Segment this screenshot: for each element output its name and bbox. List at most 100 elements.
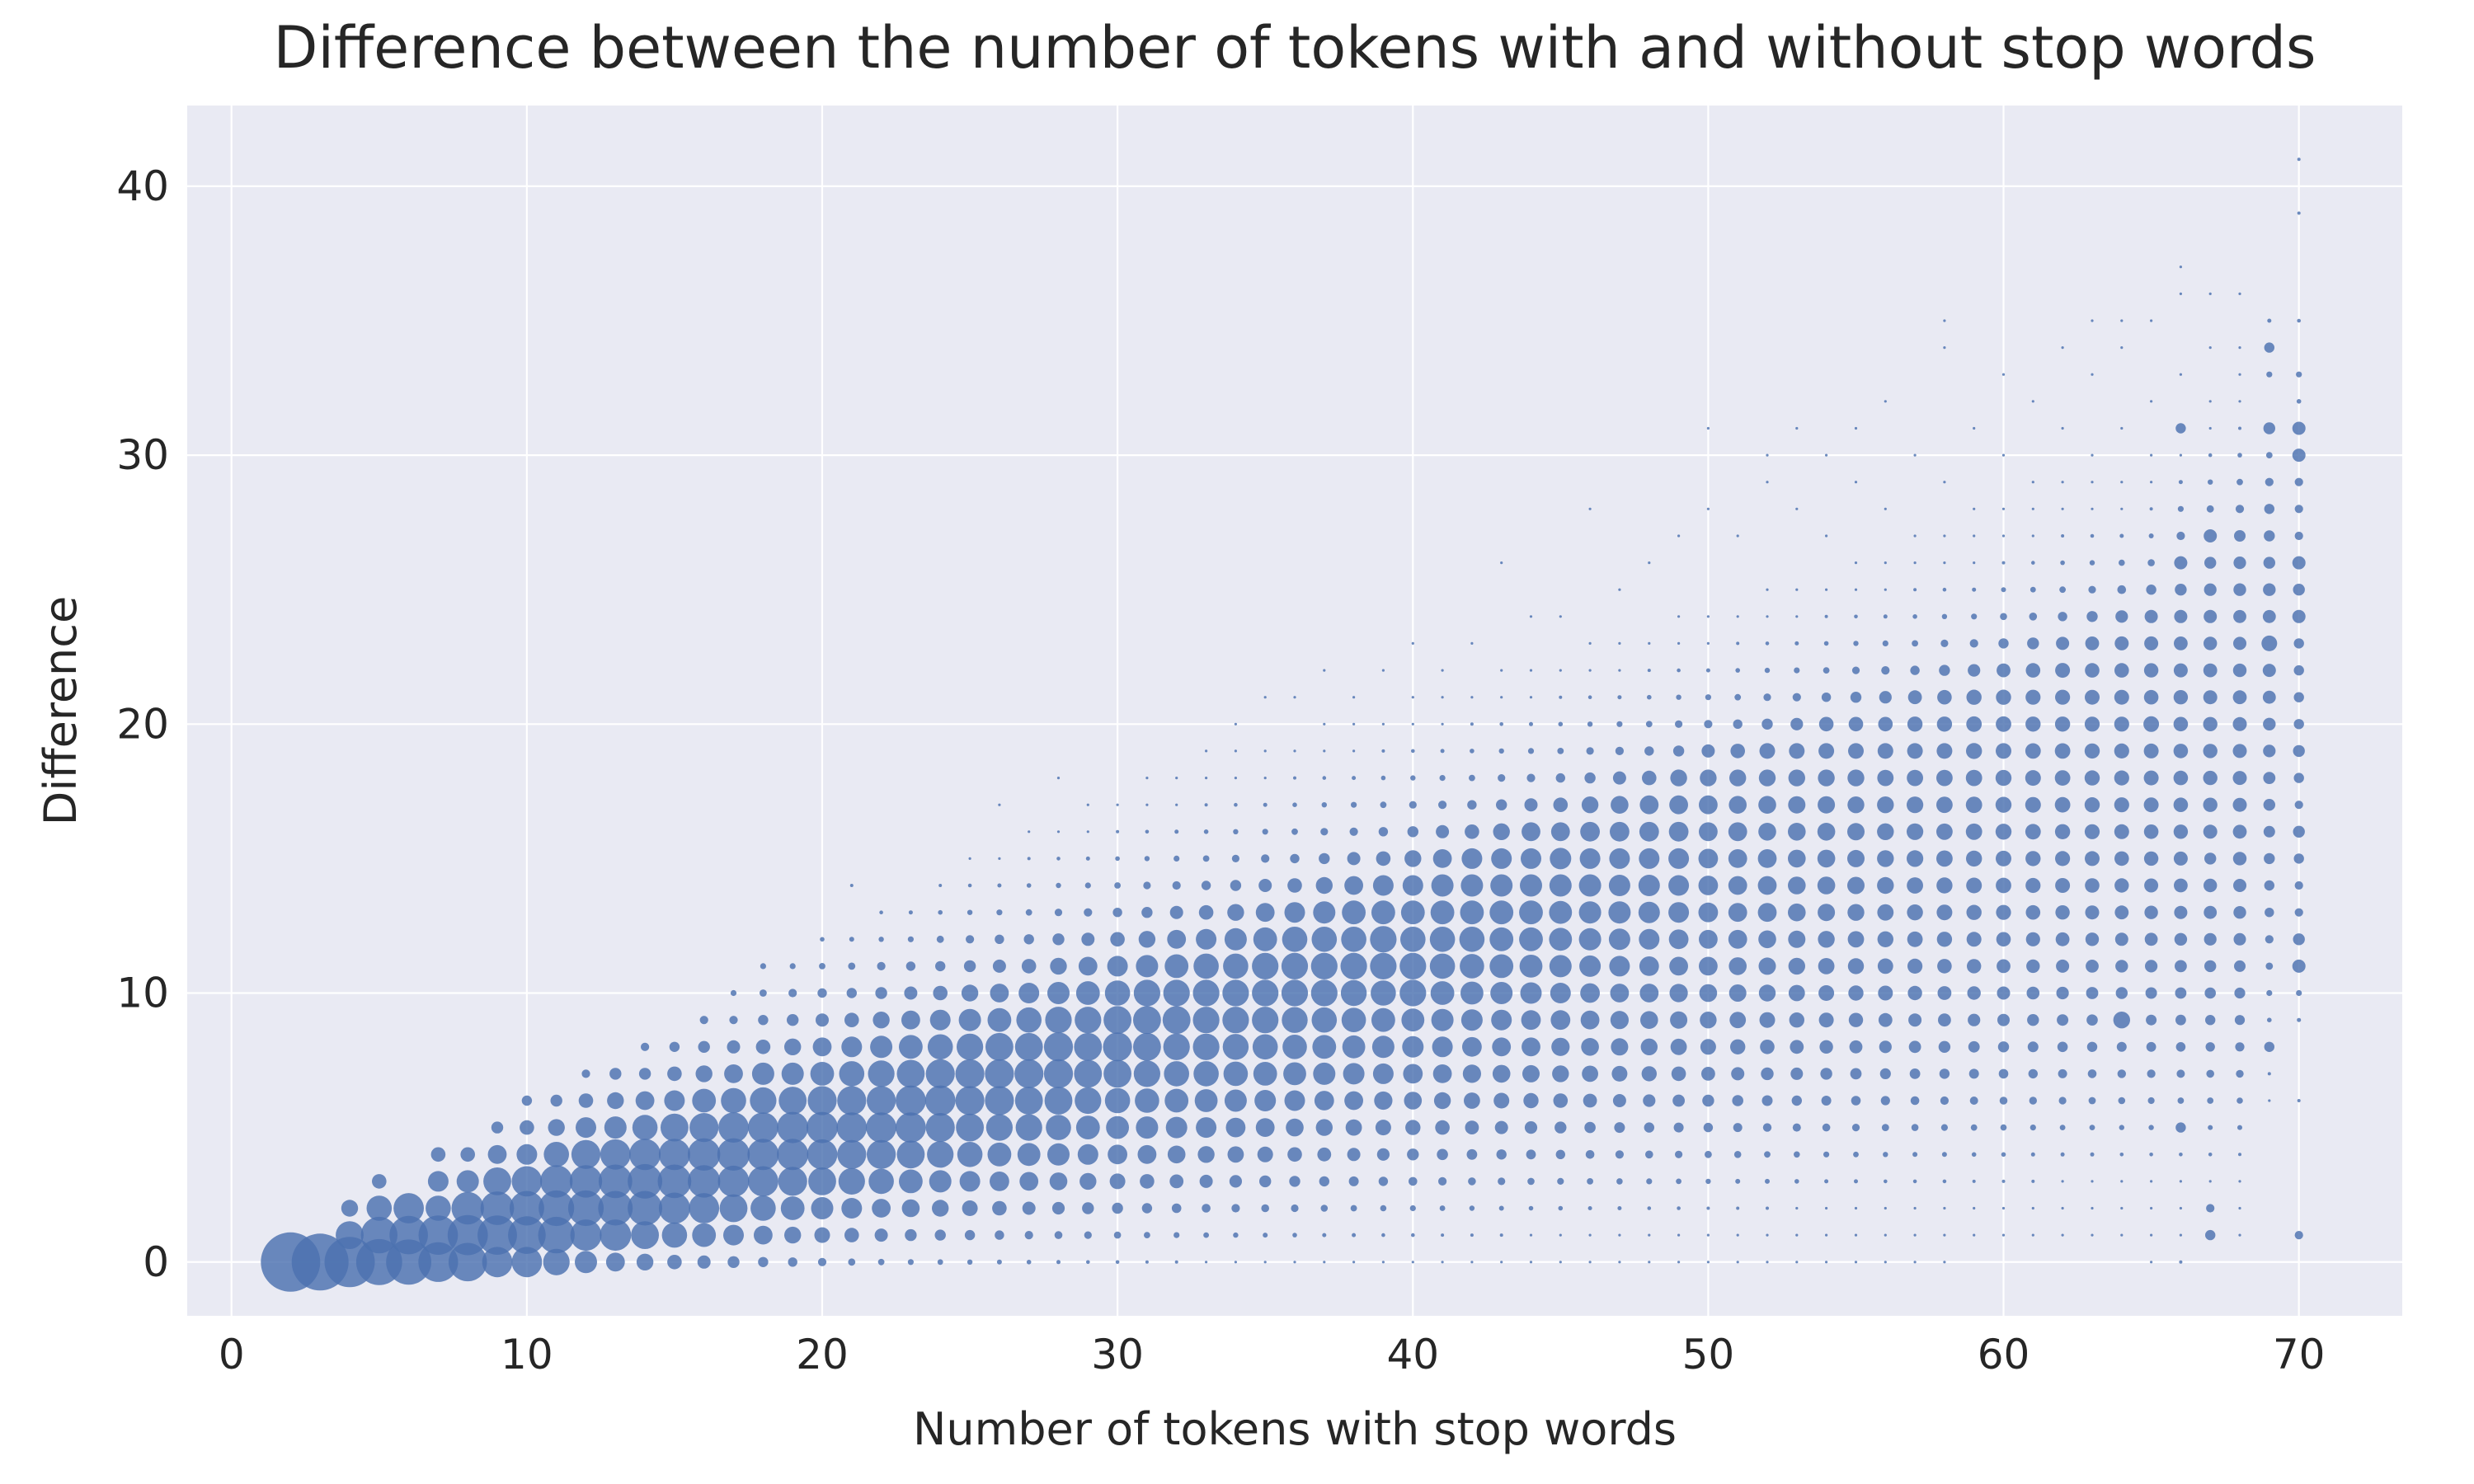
scatter-point [1854,481,1858,484]
scatter-point [1174,855,1180,862]
scatter-point [2293,719,2304,730]
scatter-point [836,1112,868,1143]
scatter-point [1441,669,1444,672]
scatter-point [1788,876,1806,895]
scatter-point [1706,1261,1710,1264]
scatter-point [1164,954,1189,979]
scatter-point [1286,1118,1304,1137]
scatter-point [2150,481,2153,484]
scatter-point [1085,856,1090,861]
scatter-point [1470,722,1474,726]
scatter-point [1795,426,1799,430]
scatter-point [1167,1145,1186,1164]
x-tick-label: 50 [1682,1331,1735,1378]
plot-area [187,106,2402,1316]
scatter-point [1141,907,1153,918]
scatter-point [1765,1178,1770,1184]
scatter-point [992,1200,1007,1216]
scatter-point [1973,561,1976,565]
scatter-point [1469,774,1475,782]
scatter-point [2091,453,2094,457]
scatter-point [1255,903,1275,923]
scatter-point [758,1015,769,1026]
scatter-point [2119,1153,2124,1157]
scatter-point [2114,716,2129,732]
scatter-point [1587,721,1593,727]
scatter-point [1435,1120,1450,1135]
scatter-point [2001,1179,2006,1183]
scatter-point [2176,1069,2185,1078]
scatter-point [1817,823,1836,841]
scatter-point [2264,504,2274,514]
scatter-point [605,1252,625,1272]
scatter-point [1136,955,1159,978]
scatter-point [2084,716,2100,732]
scatter-point [697,1255,711,1269]
scatter-point [985,1032,1014,1061]
scatter-point [962,1200,978,1216]
scatter-point [2117,1069,2126,1078]
scatter-point [2119,533,2124,538]
scatter-point [2085,878,2100,893]
scatter-point [1225,1117,1246,1138]
scatter-point [1202,855,1210,862]
scatter-point [1014,1059,1044,1088]
scatter-point [1470,1261,1474,1264]
scatter-point [1441,722,1444,726]
scatter-point [1402,1036,1424,1058]
scatter-point [1086,1260,1090,1265]
scatter-point [1074,1032,1103,1061]
scatter-point [1529,1233,1533,1237]
scatter-point [1766,481,1769,484]
scatter-point [1371,1007,1395,1032]
scatter-point [1135,1088,1159,1113]
scatter-point [1943,534,1946,538]
scatter-point [1728,903,1747,923]
scatter-point [2001,587,2006,593]
scatter-point [1320,1205,1329,1212]
scatter-point [1352,722,1356,726]
x-tick-label: 70 [2273,1331,2326,1378]
scatter-point [2232,663,2247,678]
scatter-point [1291,828,1298,835]
scatter-point [1345,1119,1362,1136]
scatter-point [1231,1204,1240,1213]
scatter-point [2294,477,2303,486]
scatter-point [1583,1093,1597,1108]
scatter-point [899,1169,923,1194]
scatter-point [1788,769,1805,787]
scatter-point [2236,1069,2244,1078]
scatter-point [1965,769,1982,787]
scatter-point [848,962,856,970]
scatter-point [1133,979,1160,1007]
scatter-point [629,1139,661,1171]
scatter-point [1409,1205,1416,1212]
scatter-point [1559,615,1562,618]
scatter-point [341,1200,359,1217]
scatter-point [1588,641,1592,646]
y-tick-labels: 0 10 20 30 40 [116,162,169,1286]
scatter-point [2296,371,2302,378]
scatter-point [2114,932,2128,946]
scatter-point [2204,636,2218,650]
scatter-point [1766,588,1769,591]
scatter-point [2235,505,2245,514]
scatter-point [1705,668,1710,673]
scatter-point [2263,583,2276,596]
scatter-point [1609,848,1630,869]
scatter-point [2029,613,2038,621]
scatter-point [907,936,914,942]
scatter-point [2001,534,2006,538]
scatter-points [261,157,2306,1292]
scatter-point [1581,1038,1599,1056]
scatter-point [1312,1035,1337,1059]
scatter-point [1825,588,1828,591]
scatter-point [1323,669,1326,672]
scatter-point [1258,879,1272,892]
scatter-point [1795,507,1799,510]
scatter-point [1757,903,1777,923]
scatter-point [2267,1017,2272,1022]
scatter-point [812,1037,832,1057]
scatter-point [1341,1007,1366,1032]
scatter-point [874,1228,888,1242]
